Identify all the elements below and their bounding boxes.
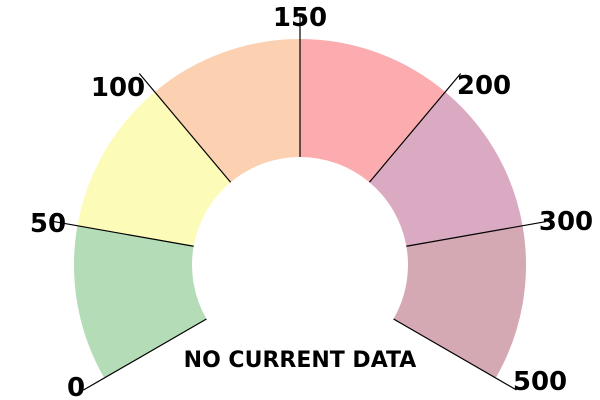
gauge-bands — [73, 39, 527, 378]
tick-line-500 — [393, 318, 517, 391]
tick-label-50: 50 — [30, 209, 66, 239]
gauge-band-150-200 — [300, 39, 446, 183]
tick-line-0 — [83, 318, 207, 391]
gauge-band-50-100 — [77, 91, 231, 247]
tick-label-500: 500 — [513, 367, 567, 397]
tick-label-150: 150 — [273, 3, 327, 33]
tick-label-100: 100 — [91, 73, 145, 103]
tick-label-0: 0 — [67, 373, 85, 400]
gauge-band-0-50 — [73, 225, 207, 378]
tick-line-100 — [138, 73, 232, 183]
tick-line-50 — [53, 220, 194, 247]
tick-line-300 — [406, 220, 547, 247]
gauge-band-300-500 — [393, 225, 527, 378]
tick-label-300: 300 — [539, 207, 593, 237]
gauge-band-200-300 — [369, 91, 523, 247]
tick-line-200 — [368, 73, 462, 183]
gauge-ticks — [53, 15, 547, 391]
status-text: NO CURRENT DATA — [184, 348, 417, 373]
gauge-band-100-150 — [154, 39, 300, 183]
tick-label-200: 200 — [457, 71, 511, 101]
gauge-tick-labels: 0 50 100 150 200 300 500 — [30, 3, 593, 400]
